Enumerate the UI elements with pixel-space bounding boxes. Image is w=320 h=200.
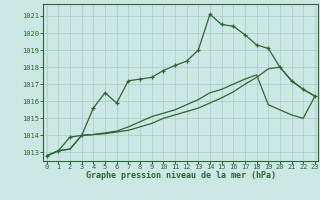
X-axis label: Graphe pression niveau de la mer (hPa): Graphe pression niveau de la mer (hPa) xyxy=(86,171,276,180)
